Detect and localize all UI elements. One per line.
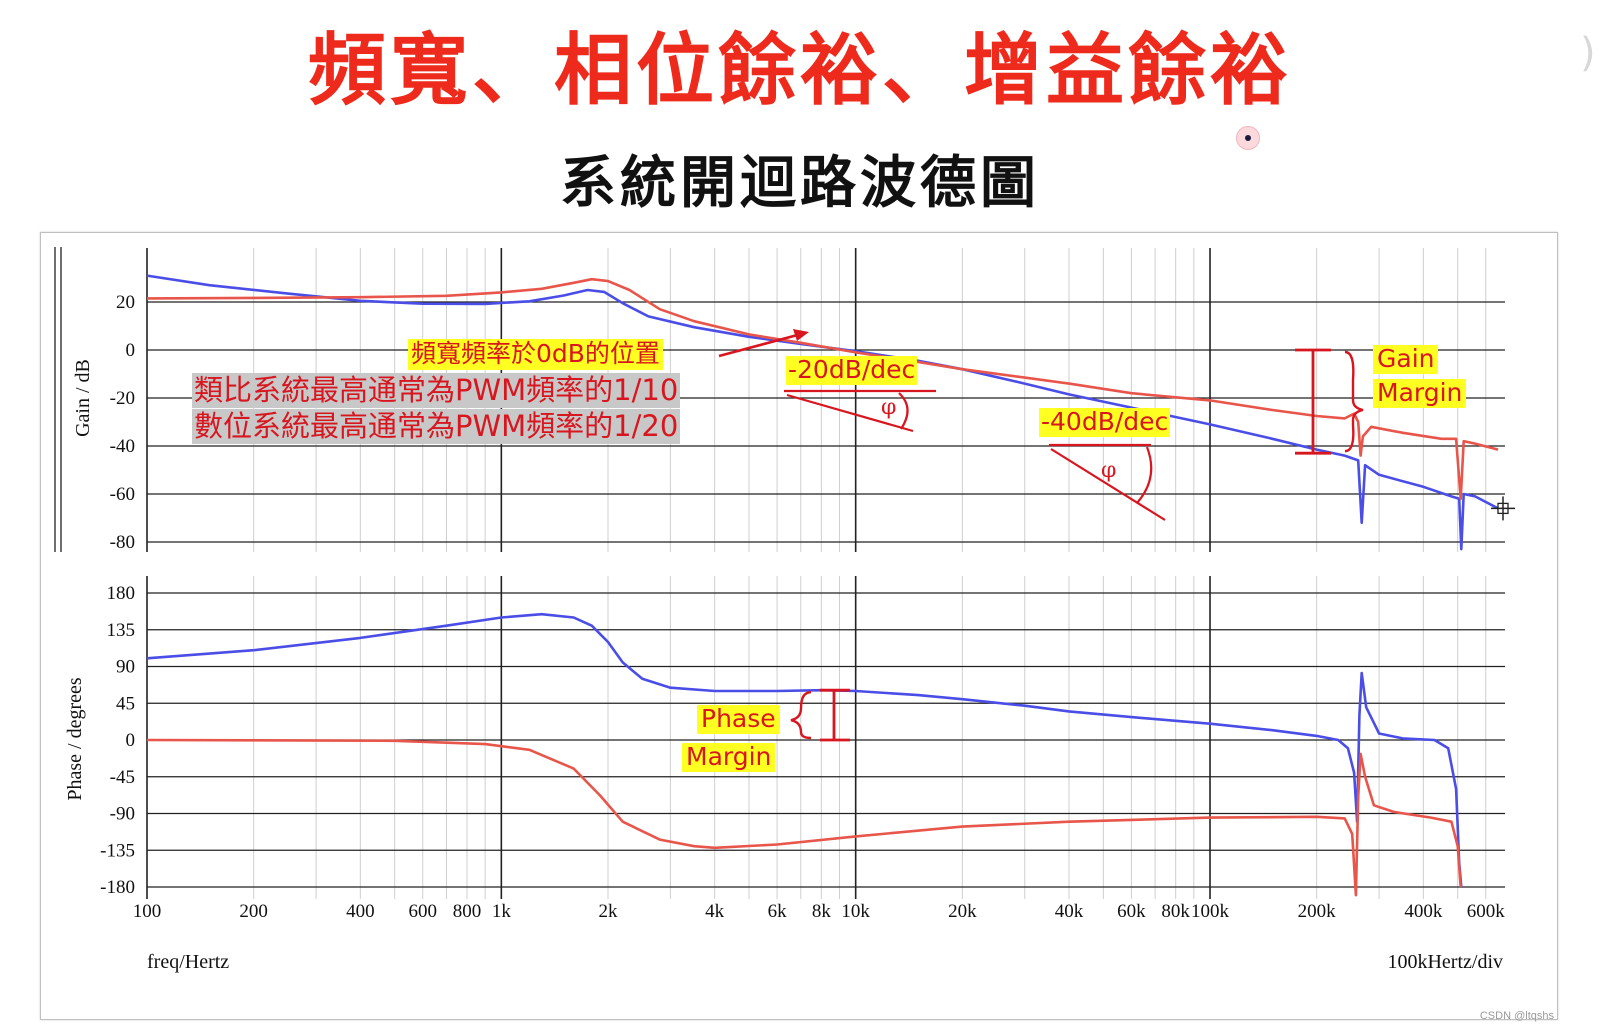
freq-axis-label: freq/Hertz: [147, 951, 229, 973]
gain-y-tick-label: 20: [116, 292, 135, 313]
gain-grid: [54, 247, 1505, 552]
phase-y-tick-label: -180: [100, 877, 135, 898]
x-tick-label: 100k: [1191, 901, 1230, 922]
phase-y-tick-label: -135: [100, 840, 135, 861]
phi-symbol-2: φ: [1101, 458, 1116, 483]
phase-blue-curve: [146, 612, 1463, 888]
phase-y-tick-label: 45: [116, 693, 135, 714]
gain-margin-label-1: Gain: [1373, 344, 1439, 374]
phase-red-curve: [146, 738, 1462, 897]
phase-y-tick-label: 0: [126, 730, 136, 751]
corner-decoration: ): [1580, 30, 1596, 76]
x-tick-label: 60k: [1117, 901, 1146, 922]
x-tick-label: 20k: [948, 901, 977, 922]
phase-y-tick-label: 180: [107, 583, 136, 604]
phase-margin-label-2: Margin: [682, 742, 776, 772]
x-tick-labels: 100 200 400 600 800 1k 2k 4k 6k 8k 10k 20k 40k 60k 80k…: [133, 901, 1505, 922]
watermark: CSDN @ltqshs: [1479, 1010, 1554, 1022]
x-tick-label: 200k: [1298, 901, 1337, 922]
gain-margin-brace: [1344, 350, 1364, 453]
slope20-arc: [898, 392, 909, 430]
gain-blue-curve: [146, 274, 1499, 551]
digital-note: 數位系統最高通常為PWM頻率的1/20: [192, 409, 681, 445]
gain-y-ticks: 20 0 -20 -40 -60 -80: [110, 292, 135, 553]
x-tick-label: 400k: [1404, 901, 1443, 922]
x-tick-label: 600: [408, 901, 437, 922]
x-tick-label: 1k: [492, 901, 512, 922]
analog-note: 類比系統最高通常為PWM頻率的1/10: [192, 373, 681, 409]
crosshair-box: [1497, 502, 1509, 515]
phase-y-tick-label: -90: [110, 804, 135, 825]
slope-40-label: -40dB/dec: [1039, 407, 1171, 437]
gain-red-curve: [146, 277, 1499, 501]
x-tick-label: 400: [346, 901, 375, 922]
series-layer: [146, 274, 1499, 897]
gain-y-tick-label: -20: [110, 388, 135, 409]
x-tick-label: 100: [133, 901, 162, 922]
x-tick-label: 600k: [1467, 901, 1506, 922]
gain-y-tick-label: -40: [110, 436, 135, 457]
bandwidth-arrow-line: [718, 331, 806, 358]
x-tick-label: 4k: [705, 901, 725, 922]
phase-y-tick-label: 90: [116, 657, 135, 678]
phase-y-tick-label: -45: [110, 767, 135, 788]
phase-grid: [146, 576, 1505, 899]
annotation-marks: φφ: [718, 329, 1515, 742]
slope-20-label: -20dB/dec: [786, 355, 918, 385]
phi-symbol-1: φ: [881, 395, 896, 420]
phase-y-tick-label: 135: [107, 620, 136, 641]
div-label: 100kHertz/div: [1387, 951, 1503, 973]
x-tick-label: 800: [453, 901, 482, 922]
bandwidth-arrow-head: [793, 329, 809, 341]
x-tick-label: 6k: [768, 901, 788, 922]
slope40-arc: [1136, 446, 1153, 504]
bode-plot-svg: 200-20-40-60-80 18013590450-45-90-135-18…: [54, 247, 1515, 973]
phase-margin-brace: [790, 690, 812, 740]
x-tick-label: 2k: [599, 901, 619, 922]
bandwidth-annotation: 頻寬頻率於0dB的位置: [408, 339, 663, 370]
phase-margin-label-1: Phase: [697, 704, 780, 734]
cursor-pointer-icon: [1236, 126, 1260, 150]
x-tick-label: 10k: [841, 901, 870, 922]
gain-y-tick-label: 0: [126, 340, 136, 361]
phase-y-axis-label: Phase / degrees: [64, 677, 86, 801]
main-title: 頻寬、相位餘裕、增益餘裕: [307, 26, 1292, 116]
gain-y-tick-label: -60: [110, 484, 135, 505]
gain-margin-label-2: Margin: [1373, 378, 1467, 408]
slope20-slope: [786, 393, 914, 433]
subtitle: 系統開迴路波德圖: [560, 151, 1040, 216]
gain-y-tick-label: -80: [110, 532, 135, 553]
x-tick-label: 200: [239, 901, 267, 922]
gain-y-axis-label: Gain / dB: [72, 359, 94, 437]
slope40-slope: [1050, 448, 1166, 521]
bode-plot-frame: 20 0 -20 -40 -60 -80 180 135 90 45 0 -45 -90 -135 -18…: [40, 232, 1558, 1020]
phase-y-ticks: 180 135 90 45 0 -45 -90 -135 -180: [100, 583, 135, 898]
x-tick-label: 80k: [1161, 901, 1190, 922]
x-tick-label: 8k: [812, 901, 832, 922]
x-tick-label: 40k: [1055, 901, 1084, 922]
